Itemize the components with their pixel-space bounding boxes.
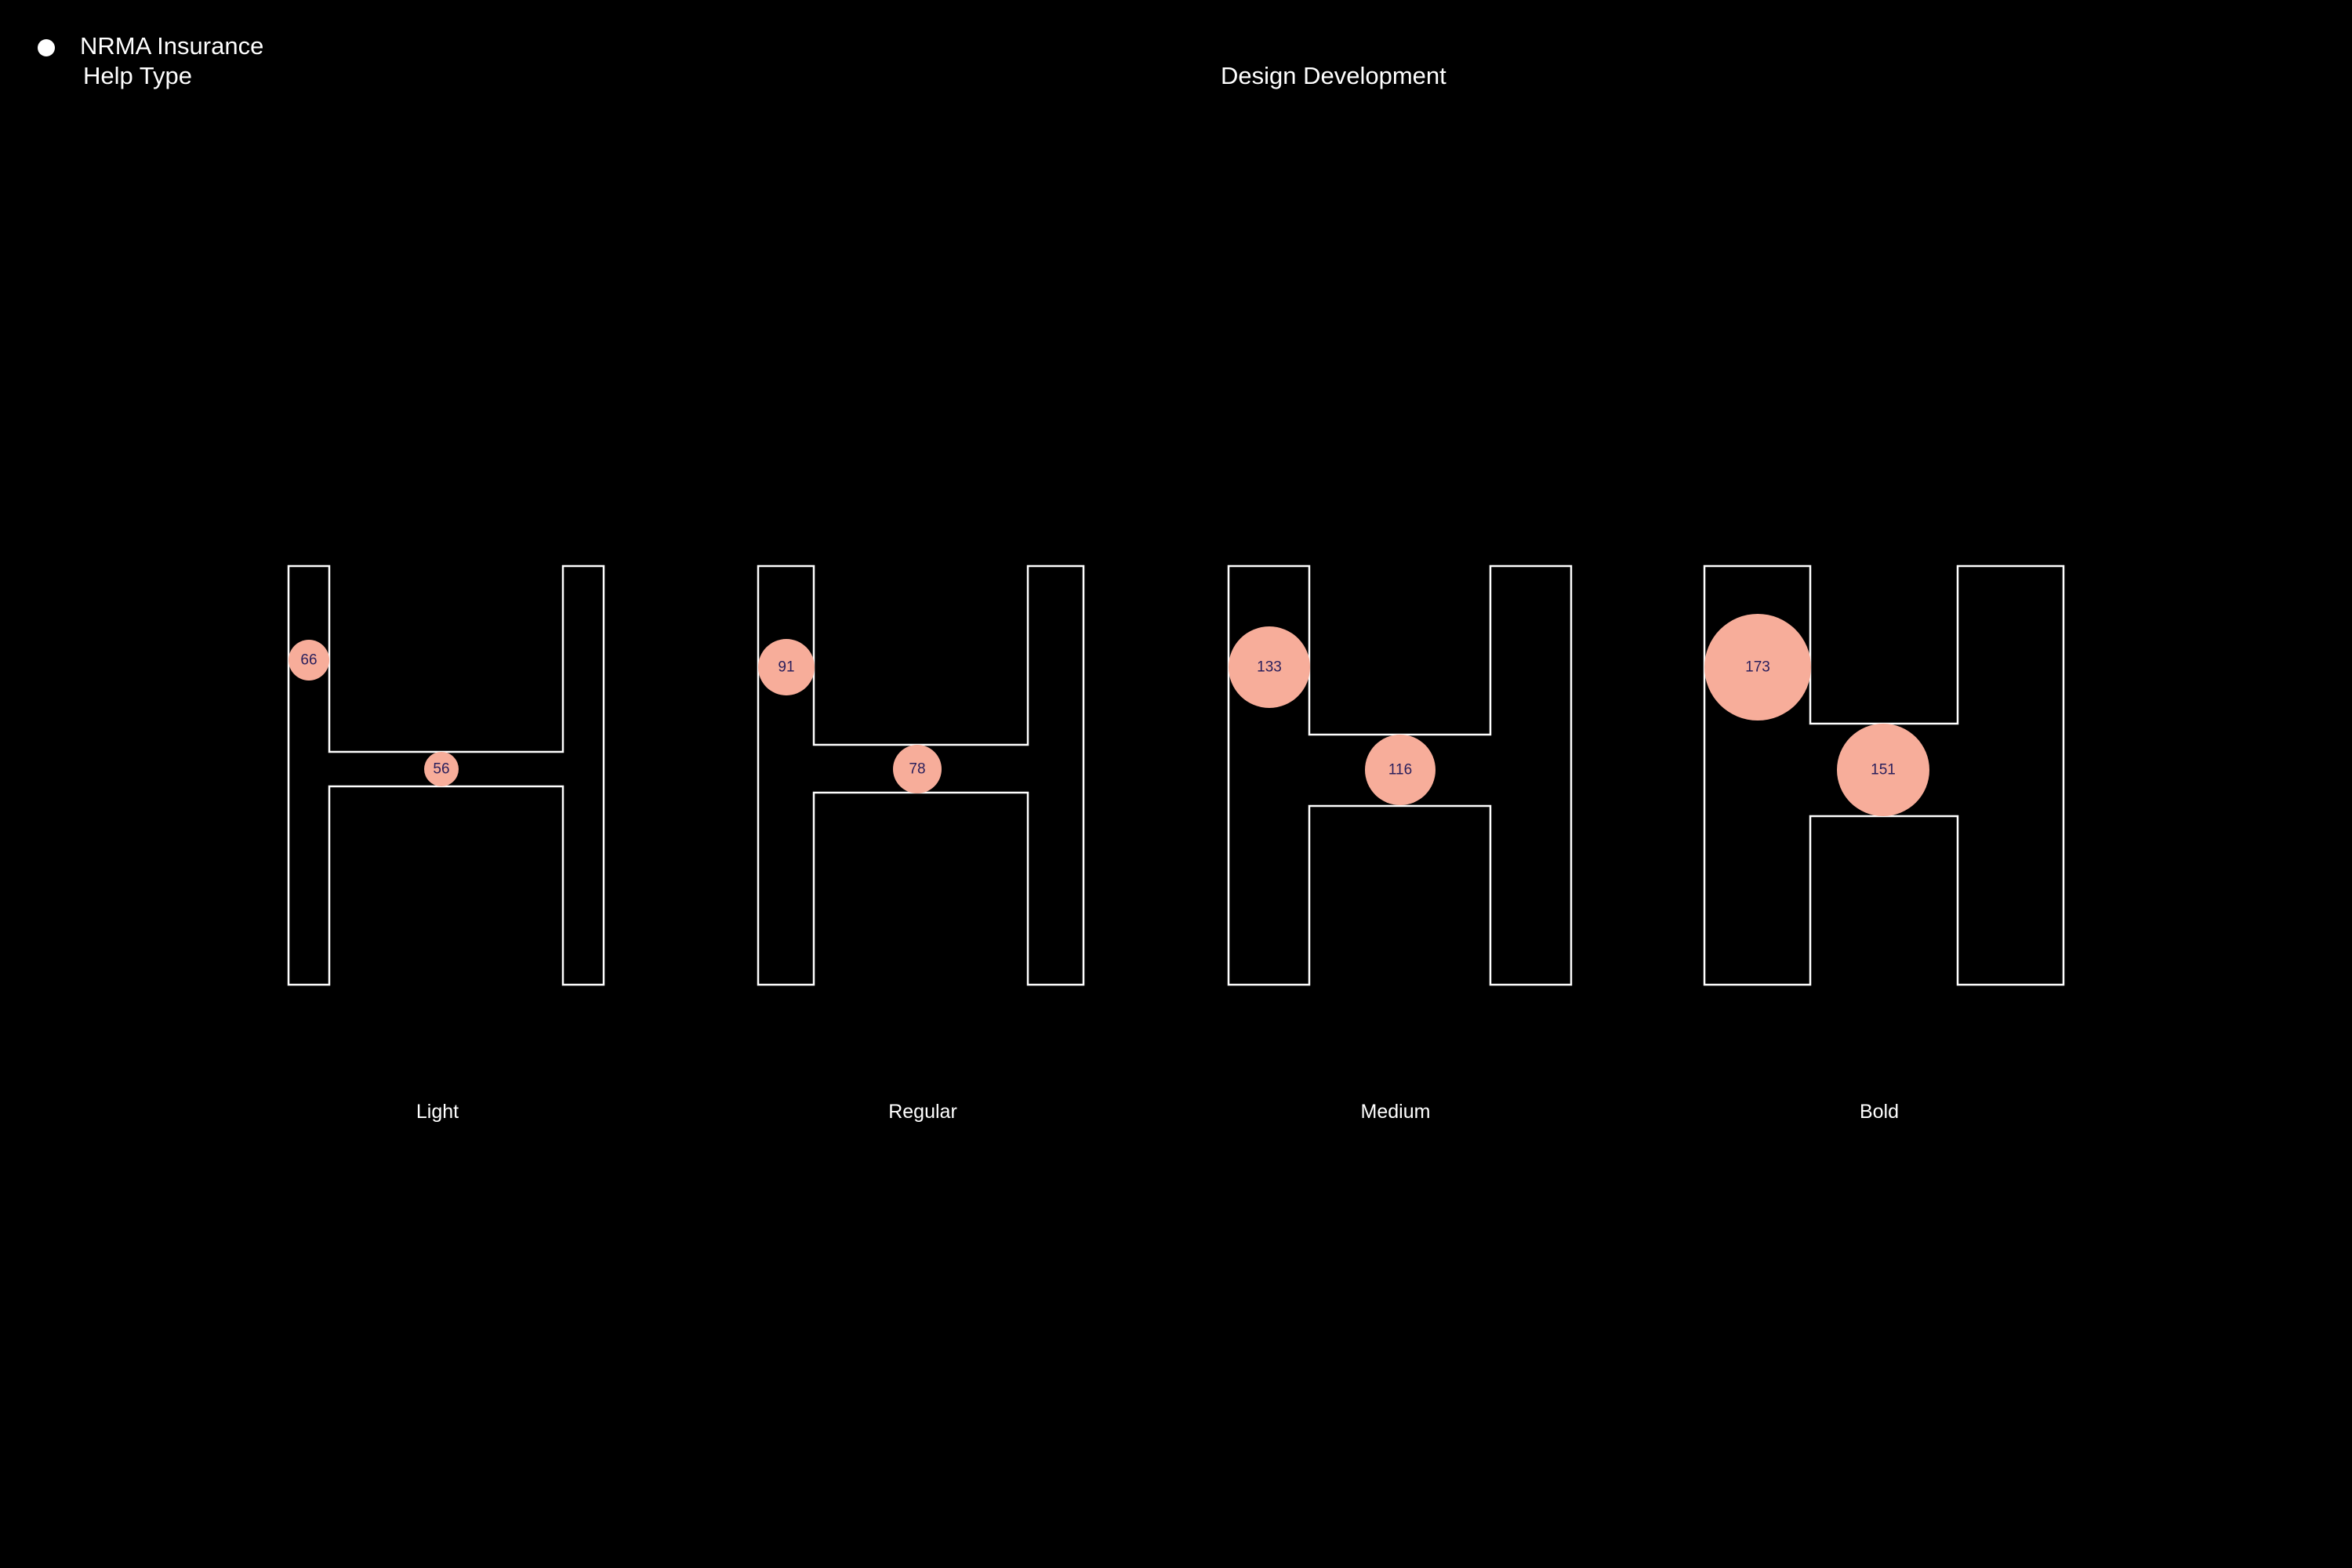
glyph-outline-medium	[1227, 564, 1573, 986]
stem-marker-bold	[1704, 614, 1811, 720]
weight-label-regular: Regular	[888, 1101, 957, 1123]
weight-label-light: Light	[416, 1101, 459, 1123]
glyph-outline-bold	[1703, 564, 2065, 986]
crossbar-value-light: 56	[433, 761, 449, 778]
stem-value-regular: 91	[778, 659, 794, 676]
stem-marker-light	[289, 640, 329, 681]
crossbar-marker-bold	[1837, 724, 1929, 816]
glyph-outline-light	[287, 564, 605, 986]
brand-name: NRMA Insurance	[80, 32, 264, 60]
crossbar-value-medium: 116	[1388, 762, 1412, 779]
stem-value-bold: 173	[1745, 659, 1770, 676]
weight-label-bold: Bold	[1860, 1101, 1899, 1123]
crossbar-value-regular: 78	[909, 761, 925, 778]
stem-marker-medium	[1229, 626, 1310, 708]
brand-subtitle: Help Type	[83, 62, 193, 89]
crossbar-value-bold: 151	[1871, 762, 1896, 779]
weight-label-medium: Medium	[1361, 1101, 1431, 1123]
glyph-outline-regular	[757, 564, 1085, 986]
crossbar-marker-regular	[893, 745, 942, 793]
stem-value-medium: 133	[1257, 659, 1282, 676]
stem-value-light: 66	[300, 652, 317, 669]
crossbar-marker-medium	[1365, 735, 1436, 805]
page-title: Design Development	[1221, 62, 1446, 89]
crossbar-marker-light	[424, 752, 459, 786]
brand-dot	[38, 39, 55, 56]
stem-marker-regular	[758, 639, 815, 695]
